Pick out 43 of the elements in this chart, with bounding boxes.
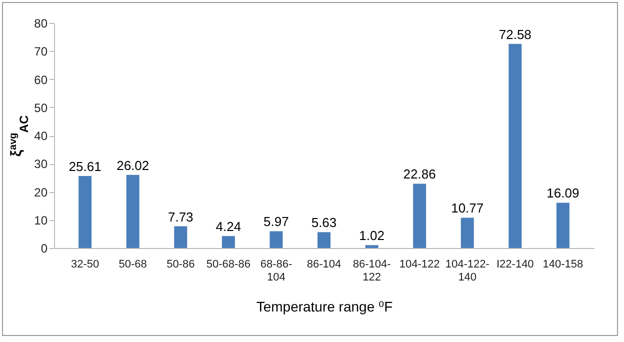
x-axis-title: Temperature range ⁰F [256,298,393,314]
y-tick-label: 60 [34,72,48,87]
x-tick-label: 104-122-140 [445,258,490,284]
x-tick-label: 68-86-104 [260,258,292,284]
bar [126,174,140,248]
y-tick-label: 50 [34,100,48,115]
bar [365,245,378,248]
bar [460,218,474,248]
bar [413,184,426,248]
y-tick-label: 40 [34,129,48,143]
data-label: 5.63 [311,215,337,230]
data-label: 4.24 [216,219,242,234]
y-tick-label: 30 [34,157,48,172]
x-tick-label: 86-104-122 [352,258,392,284]
data-label: 26.02 [116,158,150,173]
bar [508,44,522,248]
x-tick-label: 50-68-86 [206,258,250,270]
x-tick-label: 86-104 [306,258,342,270]
bar [270,231,283,248]
y-tick-label: 70 [34,44,48,59]
data-label: 22.86 [403,166,436,182]
y-tick-label: 10 [34,213,48,228]
data-label: 7.73 [168,209,194,224]
data-label: 16.09 [546,186,580,201]
x-tick-label: 104-122 [399,258,440,270]
data-label: 72.58 [498,26,532,42]
bar [556,202,570,248]
bar [222,236,235,248]
x-tick-label: 50-86 [166,258,195,270]
x-tick-label: 140-158 [542,258,584,270]
data-label: 25.61 [68,158,102,174]
x-tick-label: I22-140 [496,258,534,270]
bar [174,226,188,248]
bar [318,232,330,248]
x-tick-label: 50-68 [118,258,147,270]
y-tick-label: 80 [34,16,48,30]
x-tick-label: 32-50 [70,258,100,270]
data-label: 10.77 [451,200,484,216]
bar [78,176,92,248]
y-tick-label: 0 [40,242,48,256]
data-label: 5.97 [264,214,289,230]
data-label: 1.02 [359,228,384,244]
y-tick-label: 20 [34,185,48,200]
